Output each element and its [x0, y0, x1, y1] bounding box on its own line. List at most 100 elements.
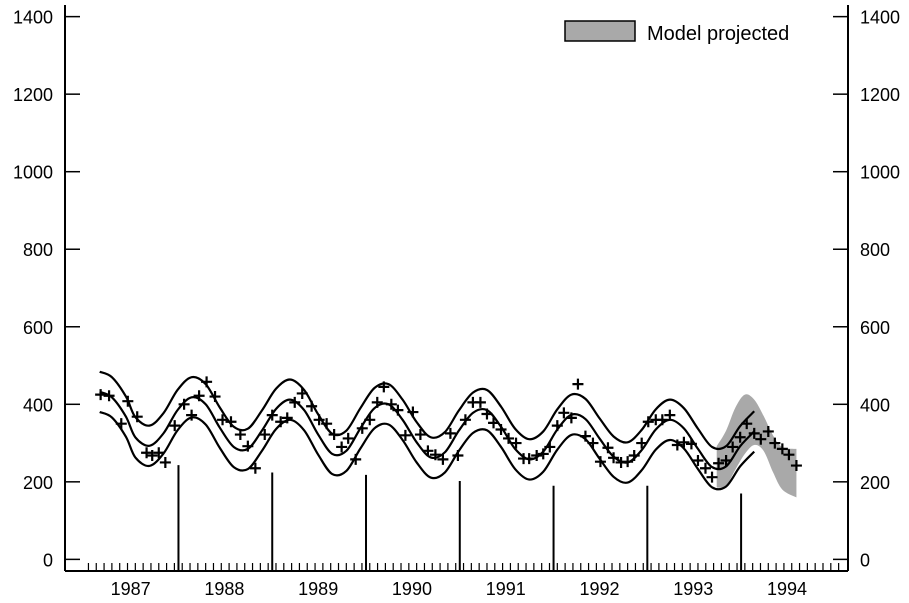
- data-point: [407, 406, 419, 418]
- data-point: [776, 443, 788, 455]
- data-point: [281, 412, 293, 424]
- data-point: [734, 431, 746, 443]
- data-point: [115, 418, 127, 430]
- data-point: [364, 414, 376, 426]
- data-point: [510, 437, 522, 449]
- data-point: [193, 390, 205, 402]
- data-point: [306, 400, 318, 412]
- data-point: [275, 416, 287, 428]
- data-point: [587, 437, 599, 449]
- data-point: [642, 416, 654, 428]
- data-point: [671, 439, 683, 451]
- data-point: [392, 404, 404, 416]
- data-point: [622, 456, 634, 468]
- legend-label: Model projected: [647, 23, 789, 45]
- data-point: [266, 409, 278, 421]
- data-point: [153, 447, 165, 459]
- data-point: [422, 445, 434, 457]
- x-tick-label: 1991: [486, 579, 526, 599]
- y-tick-label-right: 1400: [860, 8, 900, 28]
- data-point: [328, 429, 340, 441]
- y-tick-label-left: 600: [23, 318, 53, 338]
- data-point: [678, 436, 690, 448]
- data-point: [452, 449, 464, 461]
- data-point: [103, 390, 115, 402]
- data-point: [636, 437, 648, 449]
- data-point: [495, 424, 507, 435]
- y-tick-label-right: 400: [860, 395, 890, 415]
- y-tick-label-left: 1000: [13, 163, 53, 183]
- y-tick-label-right: 800: [860, 240, 890, 260]
- y-tick-label-right: 1000: [860, 163, 900, 183]
- legend-swatch: [564, 20, 636, 42]
- data-point: [336, 441, 348, 453]
- data-point: [572, 378, 584, 390]
- projection-band-layer: [716, 394, 797, 498]
- data-point: [242, 440, 254, 452]
- data-point: [727, 441, 739, 453]
- data-point: [159, 456, 171, 468]
- data-point: [437, 453, 449, 465]
- data-point: [551, 420, 563, 432]
- y-tick-label-right: 600: [860, 318, 890, 338]
- data-point: [459, 414, 471, 426]
- data-point: [249, 462, 261, 474]
- data-point: [565, 412, 577, 424]
- data-point: [762, 425, 774, 437]
- y-tick-label-left: 1200: [13, 85, 53, 105]
- data-point: [313, 414, 325, 426]
- data-point: [289, 396, 301, 408]
- data-point: [531, 449, 543, 461]
- data-point: [558, 407, 570, 419]
- data-point: [321, 418, 333, 430]
- data-point: [234, 429, 246, 441]
- data-point: [217, 414, 229, 426]
- data-point: [429, 449, 441, 461]
- x-tick-label: 1988: [204, 579, 244, 599]
- data-point: [748, 427, 760, 439]
- data-point: [790, 460, 802, 472]
- y-tick-label-left: 1400: [13, 8, 53, 28]
- data-point: [259, 429, 271, 441]
- x-tick-label: 1989: [298, 579, 338, 599]
- data-point: [444, 427, 456, 439]
- data-point: [488, 417, 500, 429]
- data-point: [544, 441, 556, 453]
- data-point: [350, 453, 362, 465]
- data-point: [537, 448, 549, 460]
- data-point: [656, 414, 668, 426]
- y-tick-label-left: 0: [43, 550, 53, 570]
- lower-bound-line: [99, 411, 756, 491]
- data-point: [602, 442, 614, 454]
- data-point: [755, 433, 767, 445]
- x-tick-label: 1987: [111, 579, 151, 599]
- data-point: [713, 457, 725, 469]
- legend: Model projected: [564, 20, 789, 45]
- data-point: [720, 455, 732, 467]
- x-tick-label: 1990: [392, 579, 432, 599]
- y-tick-label-right: 0: [860, 550, 870, 570]
- data-point: [385, 398, 397, 410]
- x-tick-label: 1992: [579, 579, 619, 599]
- data-point: [122, 395, 134, 407]
- axes: 0 0 200 200 400 400 600 600 800 800 1000 1000 1200 12…: [13, 5, 900, 599]
- observed-points-layer: [95, 376, 802, 483]
- data-point: [664, 409, 676, 421]
- data-point: [371, 396, 383, 408]
- data-point: [95, 389, 107, 401]
- data-point: [594, 456, 606, 468]
- y-tick-label-left: 800: [23, 240, 53, 260]
- data-point: [481, 408, 493, 420]
- data-point: [579, 430, 591, 442]
- data-point: [169, 420, 181, 432]
- data-point: [474, 396, 486, 408]
- data-point: [706, 471, 718, 483]
- fit-curves-layer: [99, 370, 756, 491]
- spikes-layer: [177, 465, 743, 571]
- x-tick-label: 1993: [673, 579, 713, 599]
- data-point: [769, 437, 781, 449]
- data-point: [783, 449, 795, 461]
- x-tick-label: 1994: [767, 579, 807, 599]
- data-point: [608, 452, 620, 464]
